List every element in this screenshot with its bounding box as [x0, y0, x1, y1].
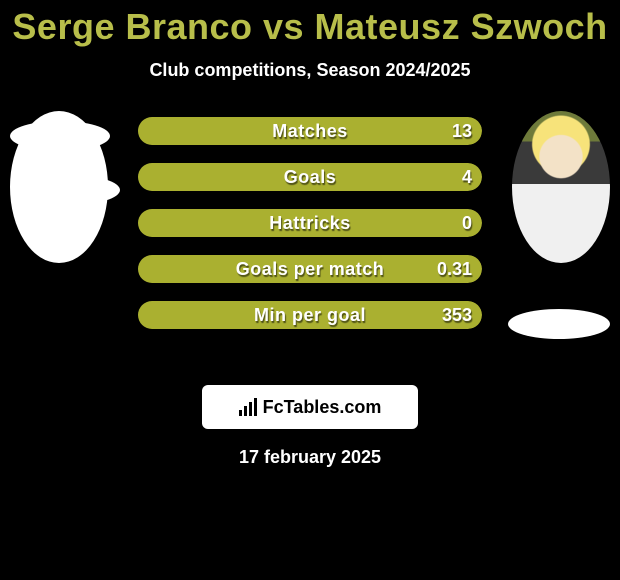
stat-value-right: 4	[462, 163, 472, 191]
stat-label: Goals	[138, 163, 482, 191]
stat-value-right: 0.31	[437, 255, 472, 283]
stat-label: Hattricks	[138, 209, 482, 237]
stat-value-right: 13	[452, 117, 472, 145]
stat-label: Min per goal	[138, 301, 482, 329]
placeholder-oval	[20, 175, 120, 205]
stat-row: Hattricks0	[138, 209, 482, 237]
source-logo: FcTables.com	[202, 385, 418, 429]
date-label: 17 february 2025	[0, 447, 620, 468]
stat-row: Min per goal353	[138, 301, 482, 329]
page-title: Serge Branco vs Mateusz Szwoch	[0, 0, 620, 48]
stat-row: Matches13	[138, 117, 482, 145]
stat-value-right: 0	[462, 209, 472, 237]
stat-label: Goals per match	[138, 255, 482, 283]
logo-text: FcTables.com	[263, 397, 382, 418]
stat-label: Matches	[138, 117, 482, 145]
subtitle: Club competitions, Season 2024/2025	[0, 60, 620, 81]
stat-bars: Matches13 Goals4 Hattricks0 Goals per match…	[138, 117, 482, 347]
placeholder-oval	[10, 121, 110, 151]
stat-value-right: 353	[442, 301, 472, 329]
avatar-player-2	[512, 111, 610, 263]
stat-row: Goals per match0.31	[138, 255, 482, 283]
placeholder-oval	[508, 309, 610, 339]
chart-icon	[239, 398, 257, 416]
player-2-photo	[512, 111, 610, 263]
stat-row: Goals4	[138, 163, 482, 191]
